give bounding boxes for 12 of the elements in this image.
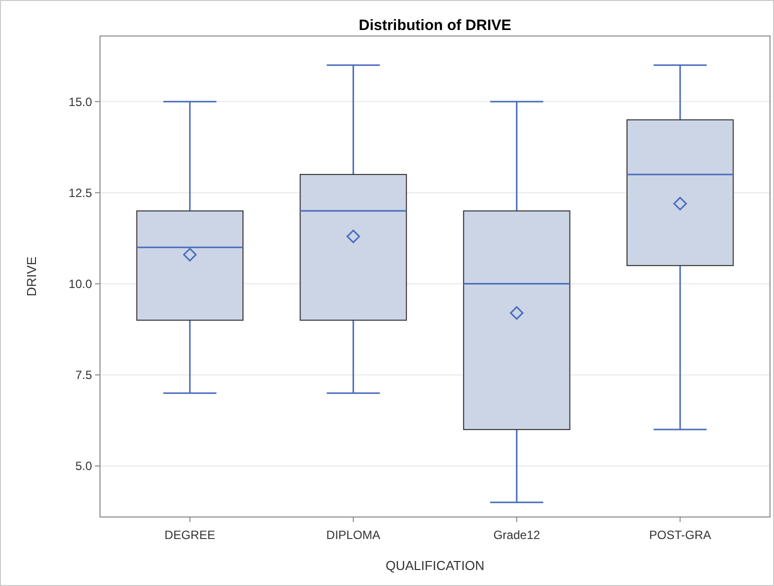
x-tick-label: Grade12 <box>493 528 540 542</box>
x-axis-title: QUALIFICATION <box>386 558 484 573</box>
chart-title: Distribution of DRIVE <box>358 17 512 34</box>
y-axis-title: DRIVE <box>24 256 39 296</box>
y-tick-label: 15.0 <box>68 94 92 109</box>
y-tick-label: 10.0 <box>68 276 92 291</box>
x-tick-label: DEGREE <box>164 528 216 542</box>
y-tick-label: 12.5 <box>68 186 92 200</box>
x-tick-label: POST-GRA <box>649 528 712 542</box>
y-tick-label: 7.5 <box>75 368 92 382</box>
y-tick-label: 5.0 <box>75 459 92 474</box>
x-tick-label: DIPLOMA <box>326 528 380 542</box>
